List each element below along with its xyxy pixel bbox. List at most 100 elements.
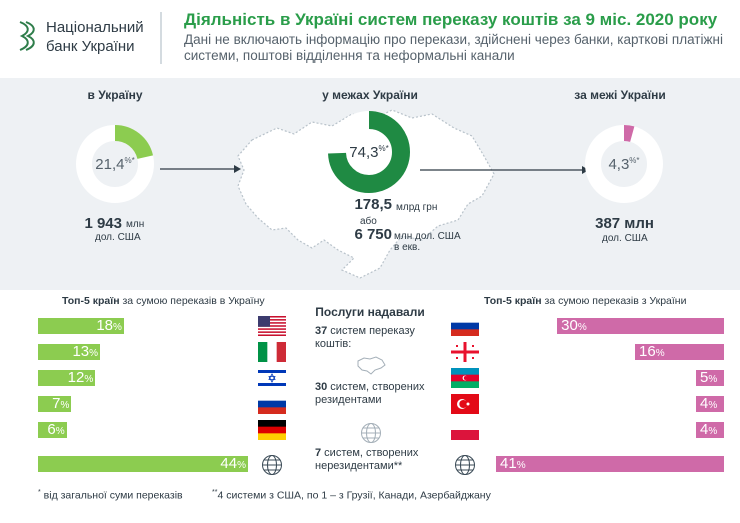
top-out-bar-5: 4% [696,422,724,438]
top-out-bar-6: 41% [496,456,724,472]
inbound-percent-mark: * [131,156,135,165]
providers-nonresident-line1: систем, створених [321,447,419,459]
domestic-percent-mark: * [385,144,389,153]
top-in-panel: Топ-5 країн за сумою переказів в Україну… [30,290,295,480]
top-out-bar-label-4: 4% [700,395,718,412]
inbound-percent-value: 21,4 [95,156,125,173]
israel-flag [258,368,286,388]
providers-nonresident-line2: нерезидентами** [315,460,403,472]
top-out-bar-2: 16% [635,344,724,360]
ukraine-small-map-icon [357,356,386,375]
domestic-or: або [360,216,377,227]
georgia-flag [451,342,479,362]
azerbaijan-flag [451,368,479,388]
providers-resident-line2: резидентами [315,394,382,406]
inbound-label: в Україну [87,88,143,102]
top-out-title: Топ-5 країн за сумою переказів з України [484,295,686,307]
usa-flag [258,316,286,336]
summary-band: в Україну у межах України за межі Україн… [0,78,740,290]
globe-icon [454,454,476,476]
outbound-percent-value: 4,3 [608,156,630,173]
inbound-amount-unit1: млн [126,219,145,230]
logo-line2: банк України [46,38,135,55]
top-in-bar-6: 44% [38,456,248,472]
providers-resident: 30 систем, створених резидентами [315,381,425,407]
top-in-title-rest: за сумою переказів в Україну [119,295,265,307]
inbound-arrow-icon [160,165,241,173]
domestic-percent-unit: % [378,144,386,153]
top-in-bar-2: 13% [38,343,101,360]
top-in-bar-3: 12% [38,369,96,386]
header: Національний банк України Діяльність в У… [0,0,740,78]
top-in-bar-label-3: 12% [67,369,94,386]
russia-flag [451,316,479,336]
top-in-bar-1: 18% [38,318,124,334]
inbound-percent-unit: % [124,156,132,165]
domestic-amount-usd-unit2: в екв. [394,242,421,253]
page-subtitle: Дані не включають інформацію про переказ… [184,32,723,63]
providers-resident-count: 30 [315,381,328,393]
logo-line1: Національний [46,19,144,36]
providers-total-line2: коштів: [315,338,352,350]
outbound-arrow-icon [420,166,589,174]
outbound-percent: 4,3%* [584,156,664,173]
top-out-bar-4: 4% [696,396,724,412]
domestic-donut-arc [328,111,410,193]
top-in-bar-label-5: 6% [47,421,65,438]
outbound-donut-arc [585,125,663,203]
domestic-amount-usd: 6 750 [354,226,392,243]
providers-total: 37 систем переказу коштів: [315,325,415,351]
page-title: Діяльність в Україні систем переказу кош… [184,10,718,29]
outbound-label: за межі України [574,88,666,102]
outbound-amount: 387 млн [595,215,654,232]
footnote-1-mark: * [38,489,41,496]
logo-text: Національний банк України [46,18,144,56]
providers-title: Послуги надавали [315,305,425,319]
top-out-bar-label-1: 30% [561,317,587,334]
inbound-amount: 1 943 [84,215,122,232]
providers-nonresident-count: 7 [315,447,322,459]
top-in-title: Топ-5 країн за сумою переказів в Україну [62,295,265,307]
domestic-label: у межах України [322,88,418,102]
inbound-percent: 21,4%* [75,156,155,173]
outbound-percent-mark: * [636,156,640,165]
top-out-bar-1: 30% [557,318,724,334]
outbound-percent-unit: % [629,156,637,165]
providers-total-count: 37 [315,325,328,337]
top-in-bar-label-4: 7% [52,395,70,412]
ukraine-map-icon [237,109,495,279]
top-out-title-rest: за сумою переказів з України [541,295,687,307]
footnote-2: **4 системи з США, по 1 – з Грузії, Кана… [212,489,491,502]
inbound-donut [76,125,154,203]
domestic-donut [328,111,410,193]
top-out-bar-label-3: 5% [700,369,718,386]
outbound-donut [585,125,663,203]
turkey-flag [451,394,479,414]
inbound-donut-arc [76,125,154,203]
nbu-logo-icon [19,21,35,51]
providers-nonresident: 7 систем, створених нерезидентами** [315,447,418,473]
outbound-amount-unit: дол. США [602,233,648,244]
footnote-2-text: 4 системи з США, по 1 – з Грузії, Канади… [217,489,491,502]
top-in-bar-4: 7% [38,395,72,412]
top-out-title-bold: Топ-5 країн [484,295,542,307]
italy-flag [258,342,286,362]
germany-flag [258,420,286,440]
domestic-amount-uah-unit: млрд грн [396,202,438,213]
providers-resident-line1: систем, створених [327,381,425,393]
nbu-logo[interactable]: Національний банк України [16,14,161,58]
top-out-bar-label-5: 4% [700,421,718,438]
footnote-1: * від загальної суми переказів [38,489,183,502]
top-out-bar-3: 5% [696,370,724,386]
top-in-bar-label-6: 44% [220,455,246,472]
domestic-amount-usd-unit1: млн дол. США [394,231,461,242]
globe-small-icon [361,423,381,443]
top-in-bar-label-1: 18% [96,317,122,334]
top-in-bar-5: 6% [38,422,67,438]
top-out-bar-label-6: 41% [500,455,526,472]
footnote-2-mark: ** [212,489,218,496]
domestic-percent-value: 74,3 [349,144,379,161]
providers-total-line1: систем переказу [327,325,415,337]
russia-flag [258,394,286,414]
top-in-bar-label-2: 13% [72,343,99,360]
